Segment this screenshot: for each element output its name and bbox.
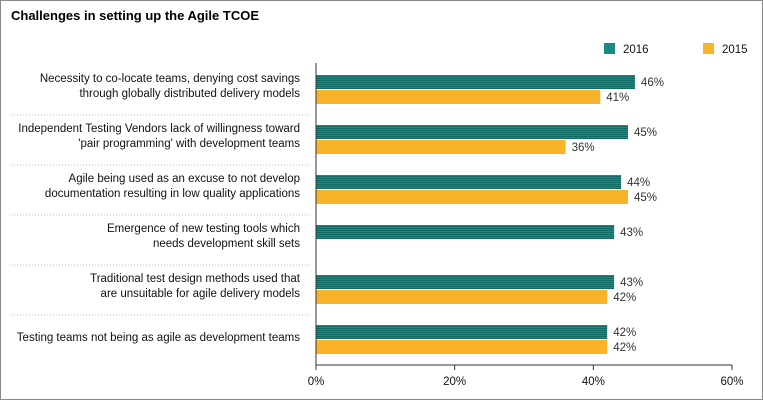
bar-2015 <box>316 340 608 354</box>
category-label: Emergence of new testing tools which <box>107 223 300 235</box>
bar-2015 <box>316 90 601 104</box>
legend-label-2015: 2015 <box>722 44 748 56</box>
category-labels: Necessity to co-locate teams, denying co… <box>17 73 301 344</box>
bar-2015 <box>316 190 628 204</box>
legend-swatch-2015 <box>703 43 714 54</box>
value-label: 42% <box>613 342 636 354</box>
category-label: Traditional test design methods used tha… <box>90 273 301 285</box>
bar-2015 <box>316 290 608 304</box>
value-label: 45% <box>634 127 657 139</box>
category-label: documentation resulting in low quality a… <box>45 188 300 200</box>
bar-2016 <box>316 175 622 189</box>
bar-2015 <box>316 140 566 154</box>
value-label: 44% <box>627 177 650 189</box>
category-label: 'pair programming' with development team… <box>78 138 300 150</box>
category-label: are unsuitable for agile delivery models <box>101 288 301 300</box>
legend-label-2016: 2016 <box>623 44 649 56</box>
category-label: Necessity to co-locate teams, denying co… <box>40 73 300 85</box>
category-label: Agile being used as an excuse to not dev… <box>69 173 300 185</box>
chart-title: Challenges in setting up the Agile TCOE <box>11 8 259 23</box>
x-tick-label: 20% <box>443 376 466 388</box>
legend: 2016 2015 <box>604 43 748 56</box>
x-tick-label: 60% <box>720 376 743 388</box>
x-axis: 0% 20% 40% 60% <box>308 63 744 388</box>
value-label: 43% <box>620 227 643 239</box>
bar-2016 <box>316 75 635 89</box>
category-label: Testing teams not being as agile as deve… <box>17 332 300 344</box>
x-tick-label: 40% <box>582 376 605 388</box>
bar-2016 <box>316 325 608 339</box>
value-label: 41% <box>606 92 629 104</box>
bar-2016 <box>316 225 615 239</box>
value-label: 42% <box>613 292 636 304</box>
value-label: 45% <box>634 192 657 204</box>
value-labels: 46% 41% 45% 36% 44% 45% 43% 43% 42% 42% 42% <box>572 77 664 354</box>
value-label: 42% <box>613 327 636 339</box>
value-label: 36% <box>572 142 595 154</box>
legend-swatch-2016 <box>604 43 615 54</box>
category-label: Independent Testing Vendors lack of will… <box>18 123 300 135</box>
bar-2016 <box>316 125 628 139</box>
x-tick-label: 0% <box>308 376 325 388</box>
category-label: needs development skill sets <box>153 238 300 250</box>
bars <box>316 75 635 354</box>
value-label: 43% <box>620 277 643 289</box>
value-label: 46% <box>641 77 664 89</box>
bar-2016 <box>316 275 615 289</box>
category-label: through globally distributed delivery mo… <box>79 88 300 100</box>
